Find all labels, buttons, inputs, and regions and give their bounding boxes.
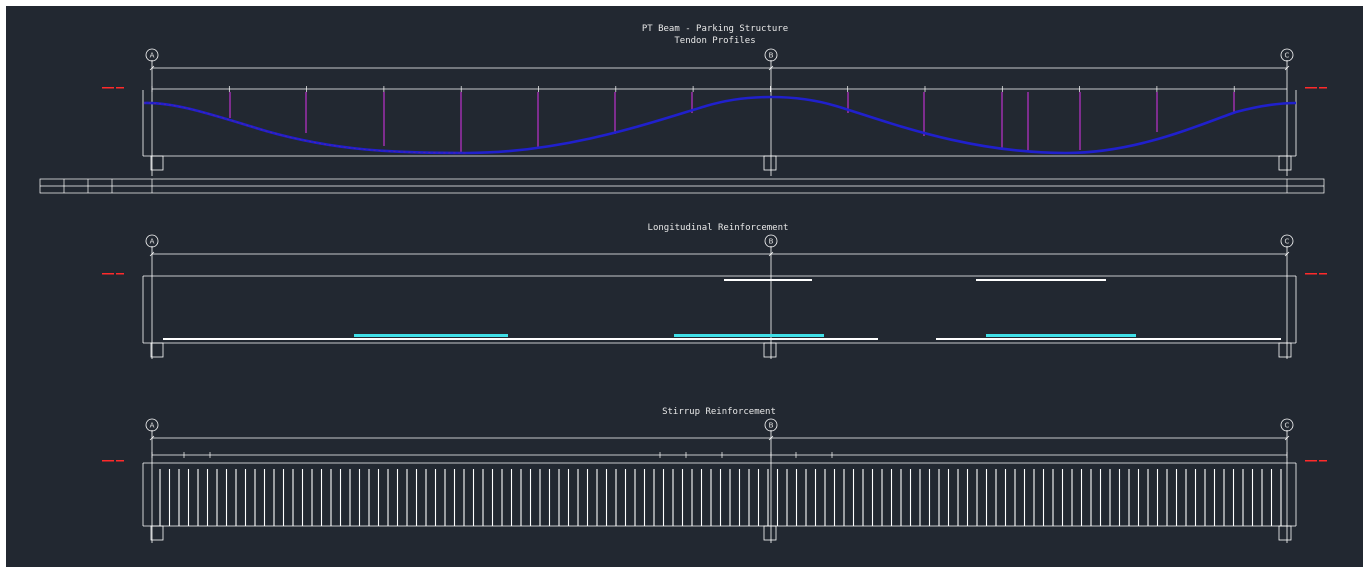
rebar-bars — [163, 279, 1281, 340]
grid-bubble-b: B — [764, 48, 778, 62]
cad-drawing-canvas: PT Beam - Parking Structure Tendon Profi… — [6, 6, 1363, 567]
longitudinal-reinforcement-title: Longitudinal Reinforcement — [648, 223, 789, 233]
grid-bubble-c: C — [1280, 418, 1294, 432]
tendon-profile-section — [142, 60, 1297, 176]
grid-bubble-c: C — [1280, 234, 1294, 248]
stirrup-reinforcement-section — [142, 430, 1297, 543]
grid-bubble-a: A — [145, 418, 159, 432]
svg-text:A: A — [150, 52, 155, 60]
longitudinal-reinforcement-section — [142, 246, 1297, 359]
dimension-text — [102, 87, 1327, 462]
grid-bubble-a: A — [145, 48, 159, 62]
svg-text:B: B — [769, 238, 774, 246]
dimension-ticks — [149, 65, 1290, 458]
grid-bubble-b: B — [764, 418, 778, 432]
grid-bubble-a: A — [145, 234, 159, 248]
svg-text:A: A — [150, 422, 155, 430]
svg-text:A: A — [150, 238, 155, 246]
svg-text:B: B — [769, 52, 774, 60]
stirrup-reinforcement-title: Stirrup Reinforcement — [662, 407, 776, 417]
svg-text:C: C — [1285, 52, 1290, 60]
svg-text:C: C — [1285, 238, 1290, 246]
tendon-data-table — [39, 178, 1325, 194]
svg-text:B: B — [769, 422, 774, 430]
tendon-profiles-title: Tendon Profiles — [674, 36, 755, 46]
grid-bubble-b: B — [764, 234, 778, 248]
beam-elevation-drawing: PT Beam - Parking Structure Tendon Profi… — [39, 24, 1327, 543]
drawing-title: PT Beam - Parking Structure — [642, 24, 788, 34]
grid-bubble-c: C — [1280, 48, 1294, 62]
tendon-profile-curve — [143, 95, 1297, 155]
svg-text:C: C — [1285, 422, 1290, 430]
support-lines — [229, 92, 1235, 152]
grid-bubbles: A B C A B C A B C — [145, 48, 1294, 432]
stirrup-lines — [159, 469, 1282, 526]
